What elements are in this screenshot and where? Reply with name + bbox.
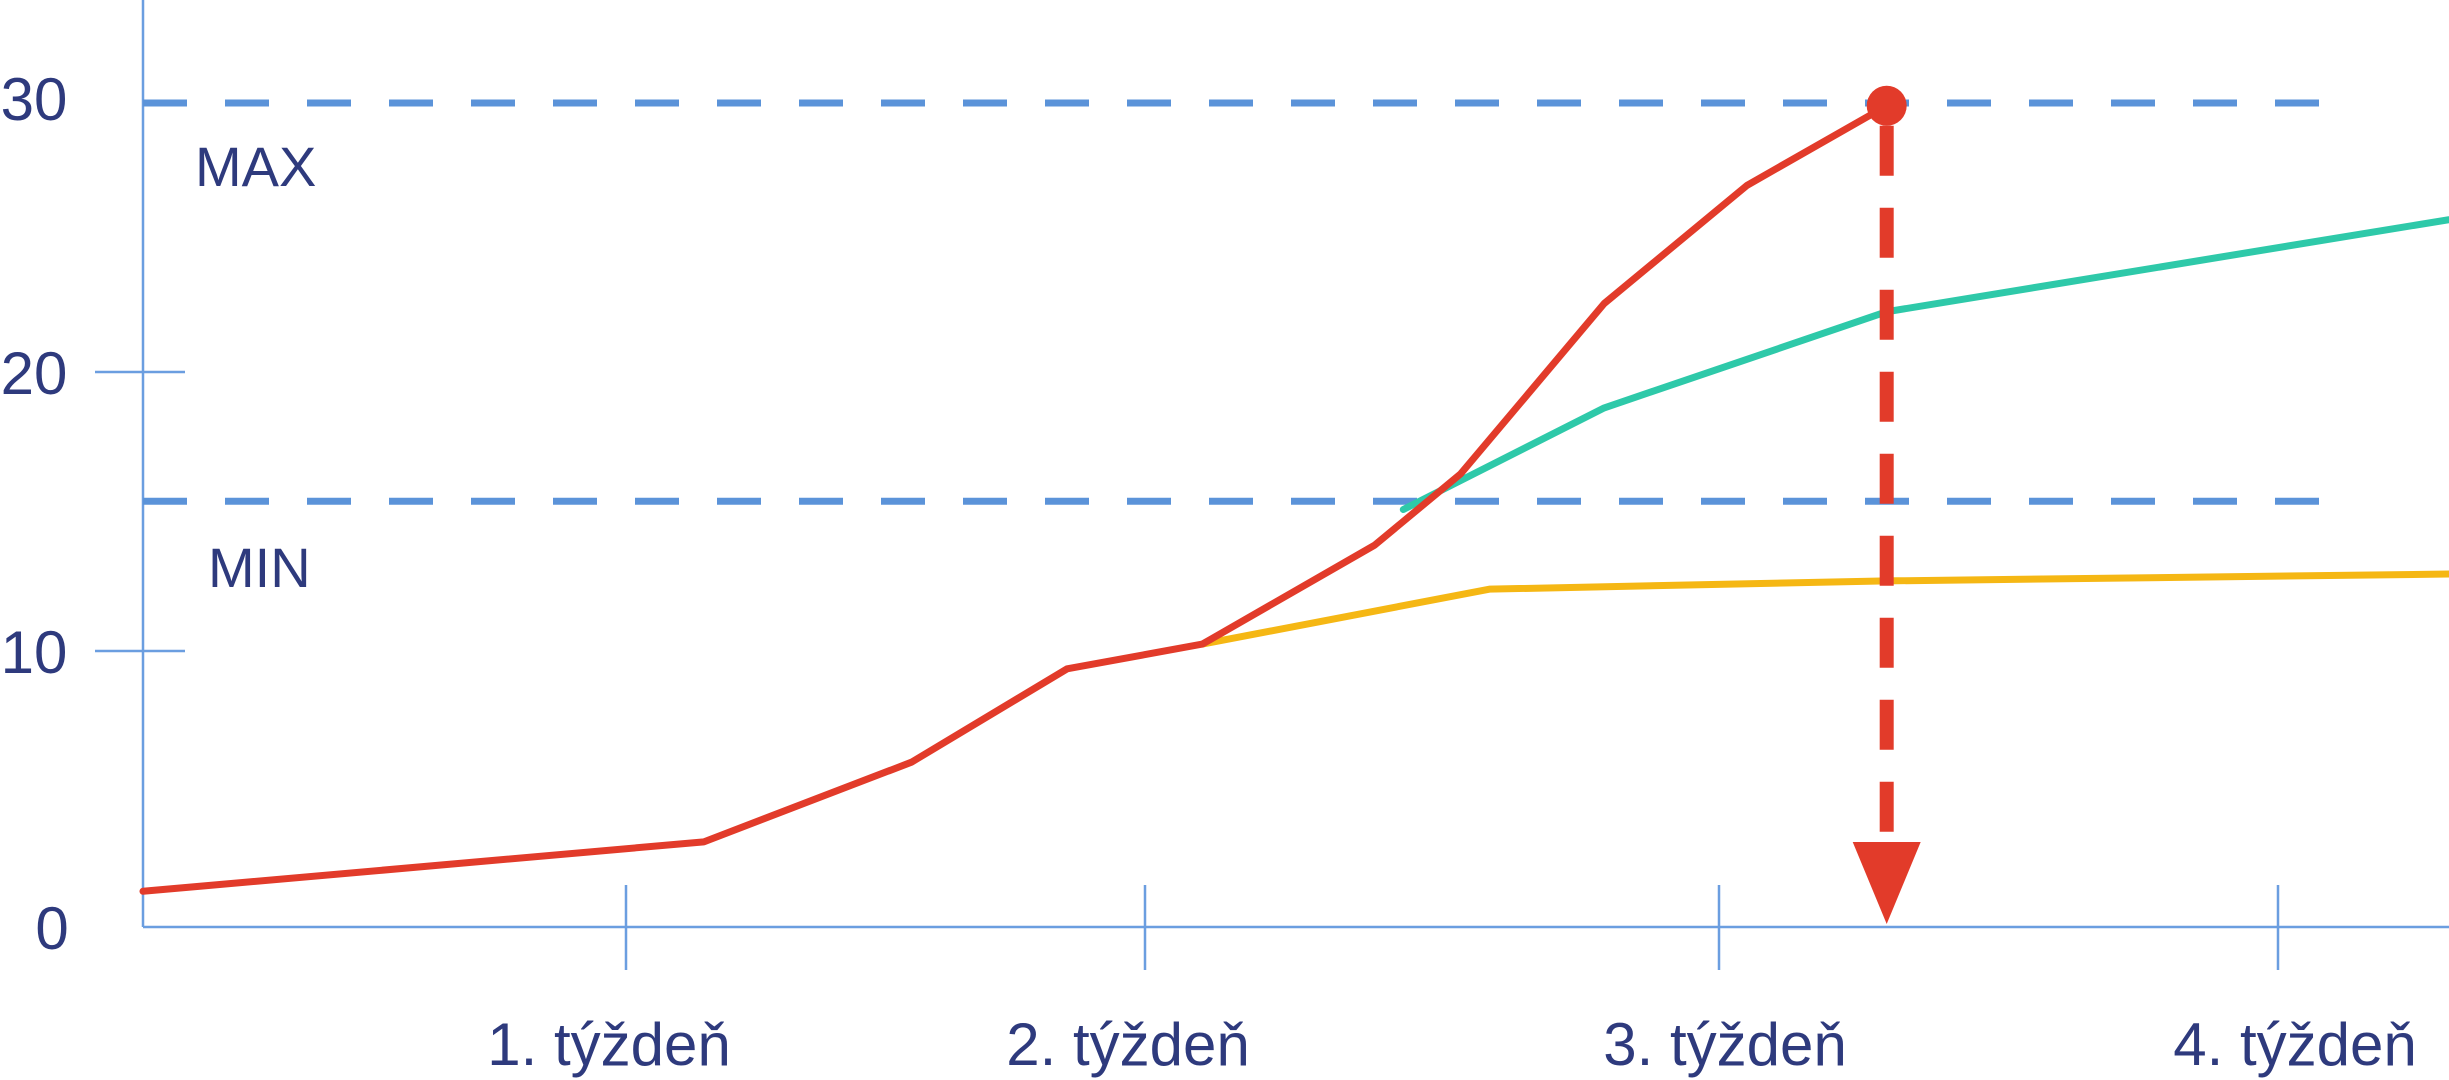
- max-label: MAX: [195, 135, 316, 198]
- x-tick-label-2: 2. týždeň: [1006, 1011, 1250, 1078]
- red-end-marker: [1866, 85, 1907, 126]
- series-line-teal: [1399, 216, 2449, 514]
- x-tick-label-4: 4. týždeň: [2173, 1011, 2417, 1078]
- y-tick-label-0: 0: [35, 895, 68, 962]
- x-tick-label-1: 1. týždeň: [487, 1011, 731, 1078]
- y-tick-label-20: 20: [1, 340, 68, 407]
- series-line-red: [139, 102, 1891, 895]
- x-tick-label-3: 3. týždeň: [1603, 1011, 1847, 1078]
- red-drop-arrowhead: [1852, 842, 1921, 924]
- min-label: MIN: [208, 536, 311, 599]
- series-line-yellow: [1198, 570, 2449, 648]
- y-tick-label-10: 10: [1, 619, 68, 686]
- y-tick-label-30: 30: [1, 66, 68, 133]
